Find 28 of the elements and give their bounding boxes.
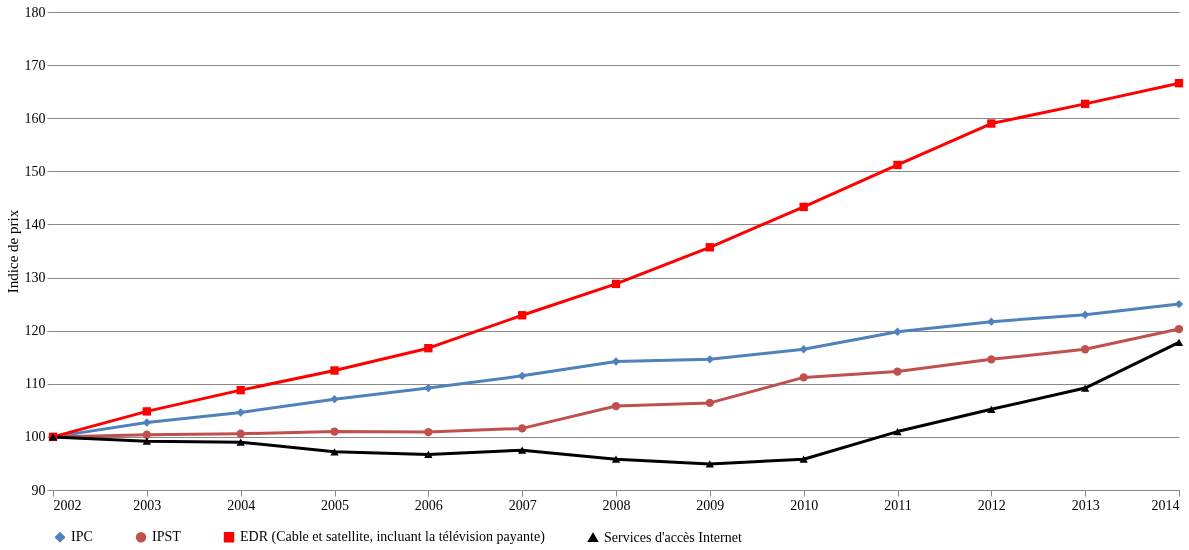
x-tick-label: 2007 xyxy=(508,497,537,513)
x-tick-label: 2005 xyxy=(321,497,349,513)
y-tick-label: 140 xyxy=(24,216,46,232)
x-tick-label: 2009 xyxy=(696,497,725,513)
y-tick-label: 120 xyxy=(24,323,46,339)
x-tick-label: 2006 xyxy=(414,497,443,513)
y-tick-label: 100 xyxy=(24,429,46,445)
legend-label: Services d'accès Internet xyxy=(604,529,742,545)
y-tick-label: 180 xyxy=(24,4,46,20)
x-tick-label: 2008 xyxy=(602,497,631,513)
y-tick-label: 130 xyxy=(24,270,46,286)
legend-label: IPC xyxy=(71,529,93,545)
x-tick-label: 2013 xyxy=(1071,497,1100,513)
x-tick-label: 2011 xyxy=(884,497,912,513)
y-axis-title: Indice de prix xyxy=(4,209,21,294)
x-tick-label: 2010 xyxy=(790,497,819,513)
legend-label: IPST xyxy=(152,529,182,545)
x-tick-label: 2012 xyxy=(977,497,1006,513)
y-tick-label: 110 xyxy=(25,376,46,392)
x-tick-label: 2004 xyxy=(227,497,256,513)
y-tick-label: 90 xyxy=(31,482,46,498)
legend-label: EDR (Cable et satellite, incluant la télévision payante) xyxy=(240,529,546,546)
y-tick-label: 160 xyxy=(24,110,46,126)
x-tick-label: 2002 xyxy=(53,497,82,513)
x-tick-label: 2014 xyxy=(1151,497,1180,513)
y-tick-label: 150 xyxy=(24,163,46,179)
x-tick-label: 2003 xyxy=(133,497,162,513)
y-tick-label: 170 xyxy=(24,57,46,73)
